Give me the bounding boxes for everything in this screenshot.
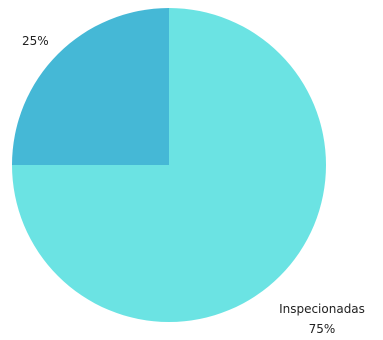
- pie-slice-unlabeled-0: [12, 8, 169, 165]
- pie-slices: [12, 8, 326, 322]
- slice-value-label-25: 25%: [22, 34, 49, 48]
- slice-value-label-75: 75%: [309, 322, 336, 336]
- slice-category-label-inspecionadas: Inspecionadas: [279, 302, 365, 316]
